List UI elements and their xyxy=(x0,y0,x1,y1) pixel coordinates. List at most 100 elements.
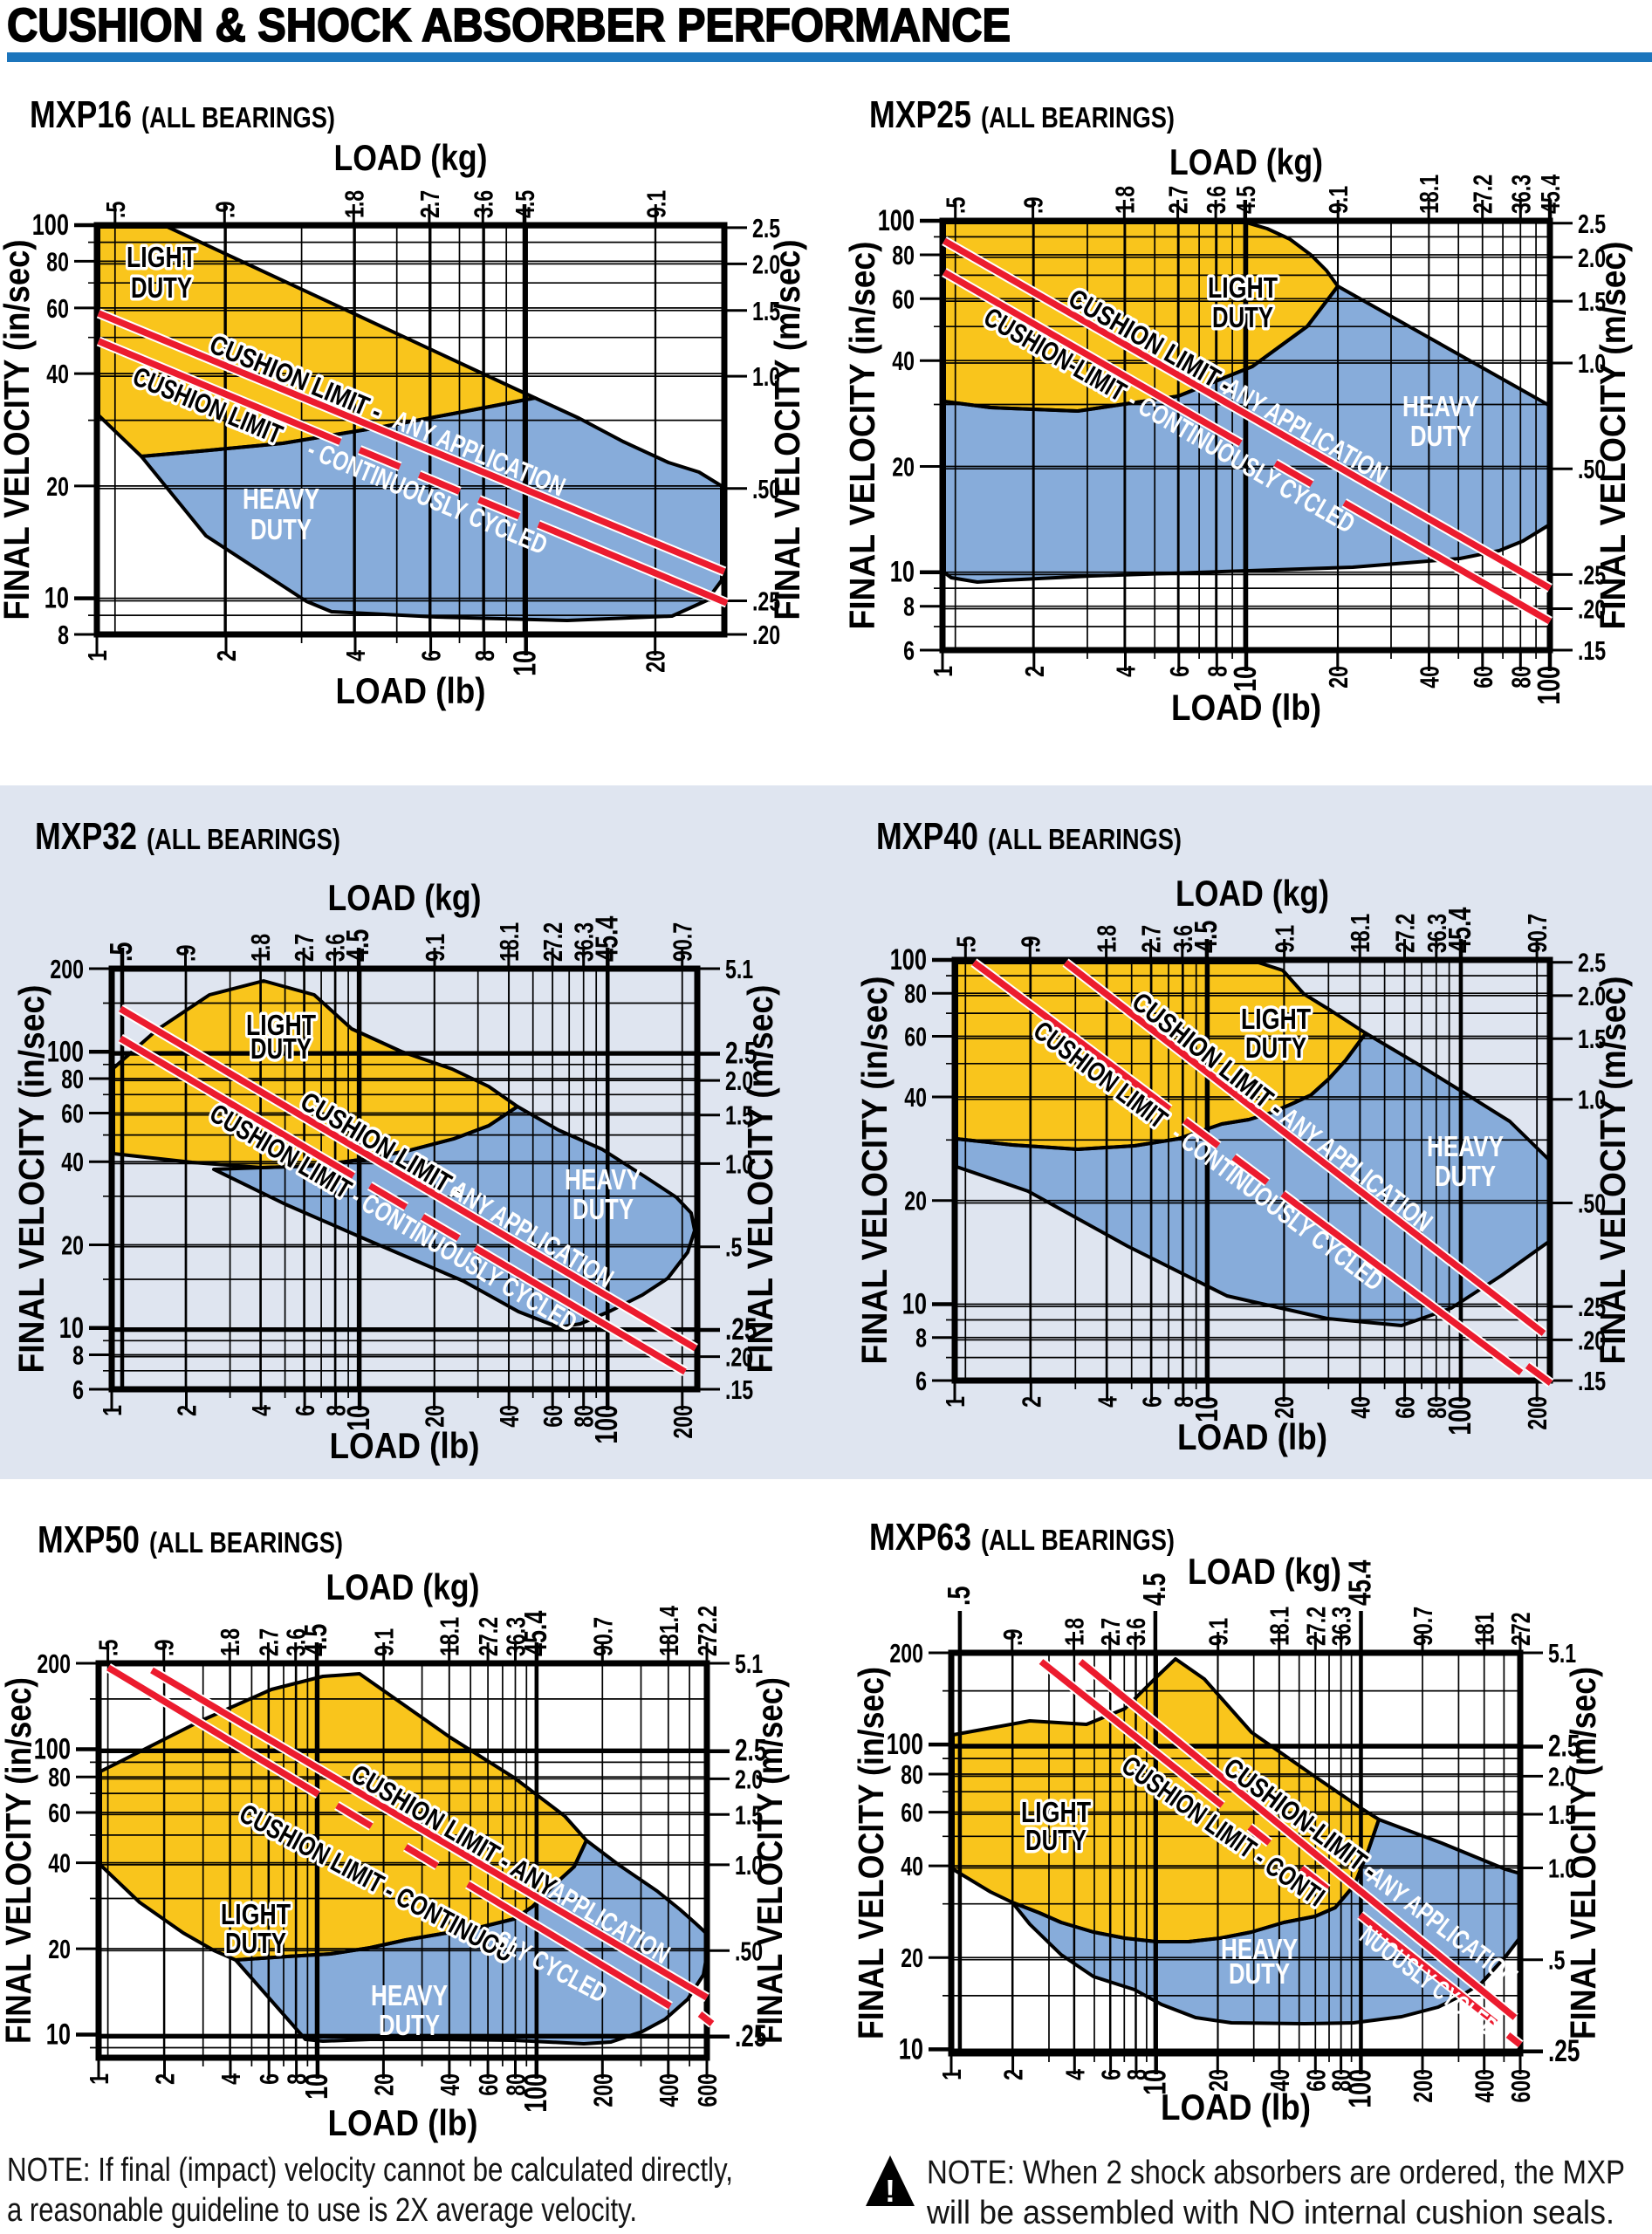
svg-text:27.2: 27.2 xyxy=(1390,914,1421,953)
svg-text:.20: .20 xyxy=(752,620,780,650)
svg-text:80: 80 xyxy=(1326,2069,1357,2092)
svg-text:LOAD (kg): LOAD (kg) xyxy=(1176,873,1329,914)
svg-text:1.8: 1.8 xyxy=(1092,925,1122,953)
svg-text:40: 40 xyxy=(61,1147,84,1177)
svg-text:20: 20 xyxy=(420,1405,450,1428)
svg-text:2: 2 xyxy=(1016,1396,1046,1408)
svg-text:18.1: 18.1 xyxy=(494,922,524,962)
svg-text:10: 10 xyxy=(902,1288,927,1321)
svg-text:100: 100 xyxy=(1531,666,1566,705)
svg-text:3.6: 3.6 xyxy=(468,190,498,218)
svg-text:HEAVY: HEAVY xyxy=(1427,1130,1504,1162)
svg-text:100: 100 xyxy=(47,1035,84,1068)
svg-text:1.5: 1.5 xyxy=(1548,1799,1576,1830)
svg-text:FINAL VELOCITY (m/sec): FINAL VELOCITY (m/sec) xyxy=(1593,242,1633,630)
svg-text:.20: .20 xyxy=(1578,1325,1606,1355)
svg-text:FINAL VELOCITY (m/sec): FINAL VELOCITY (m/sec) xyxy=(750,1677,790,2044)
svg-text:6: 6 xyxy=(915,1366,927,1396)
svg-text:will be assembled with NO inte: will be assembled with NO internal cushi… xyxy=(926,2195,1614,2231)
svg-text:8: 8 xyxy=(1169,1396,1199,1408)
svg-text:6: 6 xyxy=(254,2073,284,2085)
svg-text:LIGHT: LIGHT xyxy=(1208,271,1278,304)
svg-text:90.7: 90.7 xyxy=(587,1617,618,1656)
svg-text:.50: .50 xyxy=(1578,454,1606,484)
svg-text:20: 20 xyxy=(48,1934,71,1964)
svg-text:DUTY: DUTY xyxy=(250,1032,312,1065)
svg-text:8: 8 xyxy=(470,650,500,661)
svg-text:100: 100 xyxy=(878,204,915,237)
svg-text:a reasonable guideline to use: a reasonable guideline to use is 2X aver… xyxy=(7,2192,637,2229)
svg-text:MXP25: MXP25 xyxy=(869,93,971,136)
svg-text:10: 10 xyxy=(1227,666,1263,692)
svg-text:DUTY: DUTY xyxy=(1025,1824,1086,1856)
svg-text:1.5: 1.5 xyxy=(1578,1024,1606,1054)
svg-text:DUTY: DUTY xyxy=(225,1927,286,1959)
svg-text:4.5: 4.5 xyxy=(298,1624,333,1656)
svg-text:36.3: 36.3 xyxy=(1326,1607,1357,1646)
svg-text:2.0: 2.0 xyxy=(1578,981,1606,1011)
svg-text:LOAD (lb): LOAD (lb) xyxy=(1177,1416,1327,1457)
svg-text:20: 20 xyxy=(1323,666,1354,689)
svg-text:18.1: 18.1 xyxy=(1414,175,1444,214)
svg-text:.5: .5 xyxy=(725,1232,742,1263)
svg-text:100: 100 xyxy=(32,209,69,242)
svg-text:.25: .25 xyxy=(735,2019,766,2053)
svg-text:20: 20 xyxy=(46,471,69,502)
svg-text:MXP63: MXP63 xyxy=(869,1516,971,1559)
svg-text:27.2: 27.2 xyxy=(1300,1607,1331,1646)
svg-text:6: 6 xyxy=(72,1374,84,1405)
svg-text:80: 80 xyxy=(569,1405,600,1428)
svg-text:LOAD (lb): LOAD (lb) xyxy=(336,670,486,711)
svg-text:36.3: 36.3 xyxy=(501,1617,531,1656)
svg-text:27.2: 27.2 xyxy=(1468,175,1498,214)
svg-text:45.4: 45.4 xyxy=(1535,174,1566,214)
svg-text:(ALL BEARINGS): (ALL BEARINGS) xyxy=(141,101,335,134)
svg-text:600: 600 xyxy=(692,2073,723,2107)
svg-text:FINAL VELOCITY (in/sec): FINAL VELOCITY (in/sec) xyxy=(854,977,895,1365)
svg-text:2.0: 2.0 xyxy=(1578,243,1606,273)
svg-text:.5: .5 xyxy=(103,942,139,963)
svg-text:2.5: 2.5 xyxy=(1578,948,1606,978)
svg-text:LIGHT: LIGHT xyxy=(246,1009,316,1041)
svg-text:10: 10 xyxy=(1137,2069,1173,2095)
svg-text:200: 200 xyxy=(668,1405,698,1439)
svg-text:600: 600 xyxy=(1505,2069,1536,2103)
svg-text:FINAL VELOCITY (m/sec): FINAL VELOCITY (m/sec) xyxy=(1593,977,1633,1365)
svg-text:40: 40 xyxy=(1346,1396,1376,1419)
svg-text:90.7: 90.7 xyxy=(668,922,698,962)
svg-text:.9: .9 xyxy=(149,1640,180,1656)
svg-text:2: 2 xyxy=(1019,666,1050,677)
svg-text:10: 10 xyxy=(298,2073,334,2100)
svg-text:1.5: 1.5 xyxy=(1578,286,1606,317)
svg-text:HEAVY: HEAVY xyxy=(1402,390,1479,422)
svg-text:.15: .15 xyxy=(725,1374,753,1405)
svg-text:100: 100 xyxy=(588,1405,624,1444)
svg-text:4: 4 xyxy=(246,1404,277,1415)
svg-text:MXP16: MXP16 xyxy=(30,93,132,136)
svg-text:LOAD (kg): LOAD (kg) xyxy=(328,877,482,918)
svg-text:DUTY: DUTY xyxy=(1245,1031,1306,1064)
svg-text:1.8: 1.8 xyxy=(245,934,276,962)
svg-text:FINAL VELOCITY (in/sec): FINAL VELOCITY (in/sec) xyxy=(11,985,51,1374)
svg-text:45.4: 45.4 xyxy=(518,1611,553,1656)
svg-text:20: 20 xyxy=(368,2073,399,2096)
svg-text:1.5: 1.5 xyxy=(735,1799,763,1830)
svg-text:4: 4 xyxy=(1059,2068,1090,2080)
svg-text:1: 1 xyxy=(936,2069,967,2080)
svg-text:2: 2 xyxy=(211,650,242,661)
svg-text:1.0: 1.0 xyxy=(725,1148,753,1179)
svg-text:100: 100 xyxy=(34,1733,71,1766)
svg-text:5.1: 5.1 xyxy=(735,1648,763,1679)
svg-text:60: 60 xyxy=(901,1798,923,1828)
svg-text:FINAL VELOCITY (in/sec): FINAL VELOCITY (in/sec) xyxy=(842,242,882,630)
svg-text:LOAD (lb): LOAD (lb) xyxy=(1161,2087,1311,2128)
svg-text:.9: .9 xyxy=(1015,936,1045,953)
svg-text:60: 60 xyxy=(1390,1396,1421,1419)
svg-text:10: 10 xyxy=(890,556,915,589)
svg-text:4: 4 xyxy=(340,649,371,661)
svg-text:20: 20 xyxy=(892,452,915,483)
svg-text:1.5: 1.5 xyxy=(752,296,780,326)
svg-text:8: 8 xyxy=(72,1340,84,1371)
svg-text:4: 4 xyxy=(1111,665,1141,676)
svg-text:9.1: 9.1 xyxy=(420,934,450,962)
